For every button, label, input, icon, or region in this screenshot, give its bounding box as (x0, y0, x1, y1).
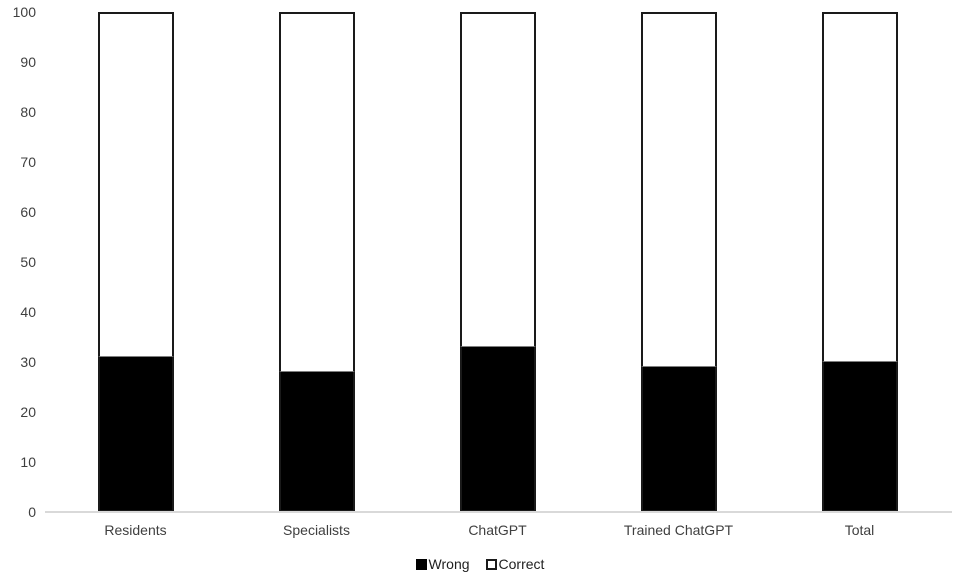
segment-wrong-residents (97, 357, 174, 512)
segment-wrong-trained-chatgpt (640, 367, 717, 512)
y-tick-label-50: 50 (20, 254, 36, 270)
y-tick-label-20: 20 (20, 404, 36, 420)
legend-label-wrong: Wrong (428, 556, 470, 572)
x-category-label-trained-chatgpt: Trained ChatGPT (623, 522, 734, 538)
legend-swatch-icon-correct (485, 558, 497, 570)
plot-area (45, 12, 950, 512)
y-tick-label-90: 90 (20, 54, 36, 70)
y-tick-label-30: 30 (20, 354, 36, 370)
x-category-label-chatgpt: ChatGPT (468, 522, 527, 538)
segment-wrong-chatgpt (459, 347, 536, 512)
segment-correct-residents (97, 12, 174, 357)
bar-slot-specialists (226, 12, 407, 512)
segment-correct-trained-chatgpt (640, 12, 717, 367)
bar-specialists (278, 12, 355, 512)
segment-wrong-total (821, 362, 898, 512)
y-tick-label-0: 0 (28, 504, 36, 520)
y-tick-label-80: 80 (20, 104, 36, 120)
legend-label-correct: Correct (498, 556, 545, 572)
legend-swatch-icon-wrong (415, 558, 427, 570)
bar-total (821, 12, 898, 512)
y-tick-label-10: 10 (20, 454, 36, 470)
legend-item-wrong: Wrong (415, 556, 470, 572)
x-category-label-specialists: Specialists (283, 522, 350, 538)
x-category-label-residents: Residents (104, 522, 167, 538)
segment-correct-specialists (278, 12, 355, 372)
x-axis-line (45, 511, 952, 513)
bar-slot-chatgpt (407, 12, 588, 512)
x-category-label-total: Total (844, 522, 875, 538)
bar-residents (97, 12, 174, 512)
y-tick-label-60: 60 (20, 204, 36, 220)
bar-chatgpt (459, 12, 536, 512)
bar-slot-total (769, 12, 950, 512)
legend: Wrong Correct (0, 556, 960, 572)
segment-correct-chatgpt (459, 12, 536, 347)
y-tick-label-40: 40 (20, 304, 36, 320)
y-axis: 0 10 20 30 40 50 60 70 80 90 100 (0, 0, 38, 583)
bar-slot-trained-chatgpt (588, 12, 769, 512)
x-axis-labels: Residents Specialists ChatGPT Trained ChatG… (45, 522, 950, 538)
legend-item-correct: Correct (485, 556, 545, 572)
segment-wrong-specialists (278, 372, 355, 512)
y-tick-label-70: 70 (20, 154, 36, 170)
y-tick-label-100: 100 (12, 4, 36, 20)
segment-correct-total (821, 12, 898, 362)
bar-slot-residents (45, 12, 226, 512)
bar-trained-chatgpt (640, 12, 717, 512)
